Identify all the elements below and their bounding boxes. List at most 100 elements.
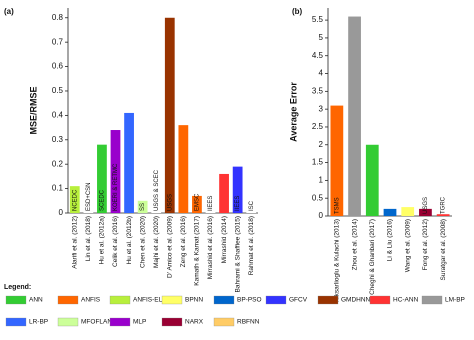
x-tick-label: Zeng et al. (2016) xyxy=(180,216,187,267)
legend-swatch xyxy=(213,295,235,305)
x-tick-label: Lin et al. (2018) xyxy=(85,216,92,261)
legend-label: RBFNN xyxy=(237,319,260,326)
bar-label: USGS xyxy=(423,197,429,214)
bar-label: SS xyxy=(140,203,146,211)
legend-swatch xyxy=(369,295,391,305)
legend-label: BPNN xyxy=(185,297,203,304)
x-tick-label: Fong et al. (2012) xyxy=(422,219,429,270)
x-tick-label: Kamath & Kamat (2017) xyxy=(194,216,201,286)
x-tick-label: Majhi et al. (2020) xyxy=(153,216,160,268)
x-tick-label: Rahmat et al. (2018) xyxy=(248,216,255,275)
x-tick-label: Cheghi & Ghanbari (2017) xyxy=(369,219,376,295)
legend-label: ANN xyxy=(29,297,43,304)
legend-swatch xyxy=(421,295,443,305)
bar-label: SCEDC xyxy=(100,189,106,211)
bar-label: USGS & SCEC xyxy=(154,169,160,211)
x-tick-label: Li & Liu (2016) xyxy=(387,219,394,261)
bar xyxy=(124,112,134,213)
legend-label: ANFIS xyxy=(81,297,101,304)
x-tick-label: Niksarlioglu & Kulachi (2013) xyxy=(334,219,341,302)
legend-swatch xyxy=(57,317,79,327)
x-tick-label: Mirrashid (2014) xyxy=(221,216,228,263)
bar-label: TGRC xyxy=(441,196,447,214)
legend-swatch xyxy=(265,295,287,305)
x-tick-label: Bahrami & Shaffiee (2015) xyxy=(234,216,241,292)
y-tick-label: 5 xyxy=(319,33,324,42)
legend-label: GFCV xyxy=(289,297,308,304)
x-tick-label: Celik et al. (2016) xyxy=(112,216,119,267)
bar xyxy=(83,183,94,213)
bar-label: ESD+CSN xyxy=(86,182,92,211)
legend-label: LR-BP xyxy=(29,319,48,326)
legend-label: MFOFLANN xyxy=(81,319,117,326)
bar xyxy=(164,17,175,214)
bar xyxy=(246,208,257,213)
y-tick-label: 1.5 xyxy=(312,158,324,167)
x-tick-label: Mirrashid et al. (2016) xyxy=(207,216,214,279)
y-tick-label: 0.7 xyxy=(52,37,64,46)
bar xyxy=(401,207,415,216)
y-tick-label: 3.5 xyxy=(312,86,324,95)
y-tick-label: 1 xyxy=(319,175,324,184)
bar-label: IIEES xyxy=(208,196,214,211)
y-tick-label: 2 xyxy=(319,140,324,149)
y-axis-label: MSE/RMSE xyxy=(28,86,38,134)
legend-label: MLP xyxy=(133,319,146,326)
legend-swatch xyxy=(5,317,27,327)
legend-swatch xyxy=(109,295,131,305)
legend-label: BP-PSO xyxy=(237,297,262,304)
legend-swatch xyxy=(317,295,339,305)
x-tick-label: D' Amico et al. (2009) xyxy=(167,216,174,278)
y-tick-label: 0.5 xyxy=(52,86,64,95)
legend-swatch xyxy=(57,295,79,305)
legend-label: HC-ANN xyxy=(393,297,419,304)
legend-title: Legend: xyxy=(4,284,31,291)
bar xyxy=(365,144,379,216)
y-axis-label: Average Error xyxy=(288,82,298,142)
y-tick-label: 0.3 xyxy=(52,135,64,144)
bar-label: ISC xyxy=(249,200,255,211)
x-tick-label: Wang et al. (2009) xyxy=(404,219,411,272)
legend-swatch xyxy=(109,317,131,327)
bar xyxy=(348,16,361,217)
bar xyxy=(205,203,216,213)
y-tick-label: 2.5 xyxy=(312,122,324,131)
bar xyxy=(330,105,344,216)
y-tick-label: 4.5 xyxy=(312,51,324,60)
x-tick-label: Chen et al. (2020) xyxy=(139,216,146,268)
y-tick-label: 0.4 xyxy=(52,110,64,119)
bar xyxy=(232,166,243,213)
legend-swatch xyxy=(5,295,27,305)
bar xyxy=(219,173,229,213)
y-tick-label: 0.5 xyxy=(312,193,324,202)
bar xyxy=(137,200,148,213)
x-tick-label: Zhou et al. (2014) xyxy=(351,219,358,270)
y-tick-label: 0 xyxy=(59,208,64,217)
legend-swatch xyxy=(161,317,183,327)
legend-swatch xyxy=(161,295,183,305)
y-tick-label: 3 xyxy=(319,104,324,113)
x-tick-label: Hu et al. (2012a) xyxy=(99,216,106,264)
legend-label: ANFIS-ELM xyxy=(133,297,168,304)
legend-label: LM-BP xyxy=(445,297,465,304)
bar xyxy=(419,208,432,216)
bar xyxy=(178,125,189,213)
bar xyxy=(436,214,450,216)
y-tick-label: 0.6 xyxy=(52,62,64,71)
bar xyxy=(151,205,162,213)
legend-swatch xyxy=(213,317,235,327)
x-tick-label: Suratgar et al. (2008) xyxy=(440,219,447,280)
y-tick-label: 0.8 xyxy=(52,13,64,22)
bar-label: IIEES xyxy=(235,196,241,211)
bar-label: USGS xyxy=(167,194,173,211)
bar-label: EMSC xyxy=(195,193,201,211)
panel-label: (a) xyxy=(4,7,14,16)
bar xyxy=(383,208,397,216)
bar-label: NCEDC xyxy=(72,189,78,211)
bar xyxy=(110,130,121,213)
bar xyxy=(192,195,202,213)
bar xyxy=(69,186,80,213)
y-tick-label: 0 xyxy=(319,211,324,220)
